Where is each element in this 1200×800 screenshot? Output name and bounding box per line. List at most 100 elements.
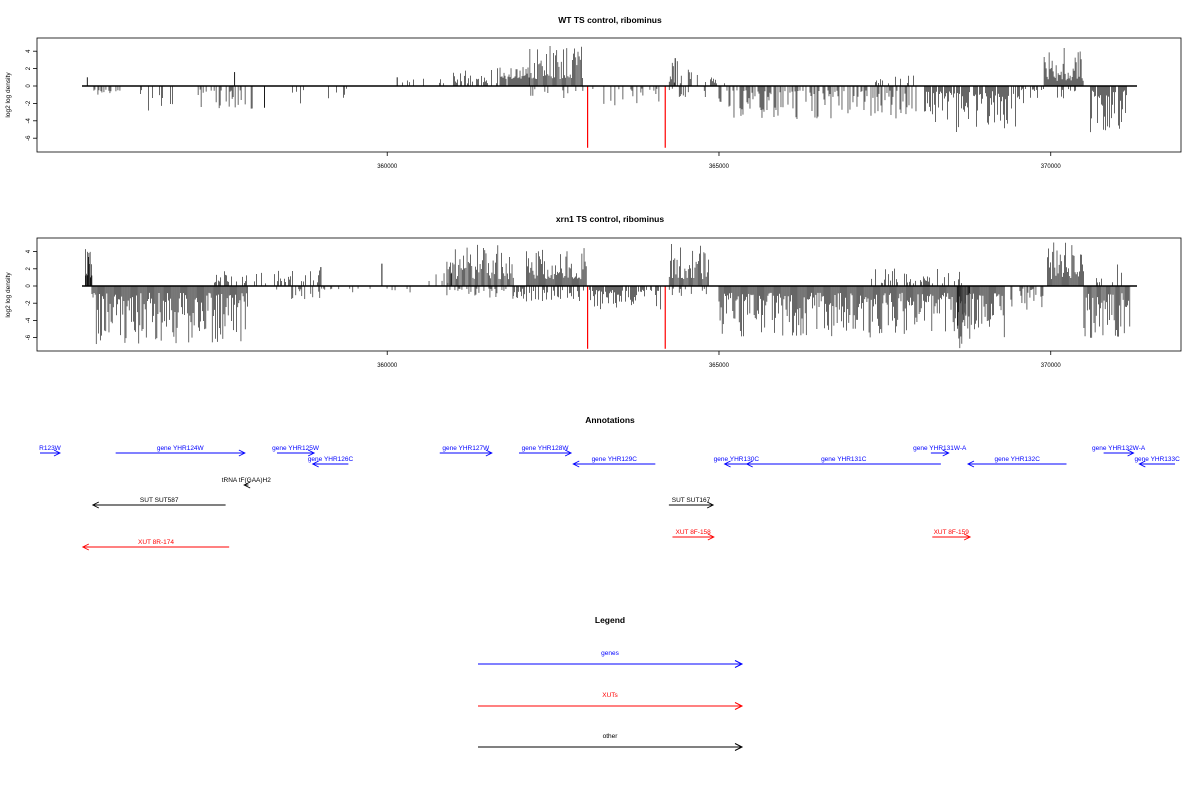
xrn1-density-panel: xrn1 TS control, ribominus log2 log dens… — [5, 214, 1182, 369]
annotation-feature: gene YHR130C — [714, 456, 760, 468]
wt-x-tick-label: 370000 — [1041, 164, 1062, 170]
legend-label: XUTs — [602, 692, 618, 699]
legend-entry: XUTs — [478, 692, 744, 710]
wt-y-tick-label: 4 — [26, 49, 32, 53]
xrn1-y-tick-label: -4 — [26, 317, 32, 323]
annotation-arrowhead — [942, 449, 950, 457]
legend: Legend genes XUTs other — [478, 615, 744, 751]
annotation-arrowhead — [963, 533, 972, 541]
xrn1-y-tick-label: -2 — [26, 300, 32, 306]
wt-y-tick-label: 2 — [26, 66, 32, 70]
annotation-feature: R123W — [39, 445, 62, 457]
annotation-arrowhead — [1138, 460, 1146, 468]
annotation-label: XUT 8R-174 — [138, 539, 174, 546]
xrn1-y-tick-label: 0 — [26, 284, 32, 288]
annotation-features: R123W gene YHR124W gene YHR125W gene YHR126… — [39, 445, 1180, 551]
annotation-label: gene YHR129C — [592, 456, 638, 463]
annotation-arrowhead — [243, 481, 251, 489]
annotation-label: gene YHR131W-A — [913, 445, 967, 452]
annotation-arrowhead — [307, 449, 316, 457]
annotation-arrowhead — [485, 449, 493, 457]
annotation-arrowhead — [91, 501, 100, 509]
annotation-label: gene YHR131C — [821, 456, 867, 463]
annotation-feature: SUT SUT167 — [668, 497, 715, 509]
wt-panel-title: WT TS control, ribominus — [558, 15, 662, 25]
annotation-arrowhead — [707, 533, 715, 541]
annotation-feature: gene YHR127W — [439, 445, 493, 457]
annotation-arrowhead — [572, 460, 580, 468]
annotation-label: gene YHR132C — [995, 456, 1041, 463]
annotations-track: Annotations R123W gene YHR124W gene YHR125… — [39, 415, 1180, 551]
wt-y-tick-label: -6 — [26, 135, 32, 141]
annotation-label: gene YHR133C — [1134, 456, 1180, 463]
legend-entry: other — [478, 733, 744, 751]
annotation-feature: gene YHR132W-A — [1092, 445, 1146, 457]
annotation-label: gene YHR130C — [714, 456, 760, 463]
annotation-arrowhead — [564, 449, 573, 457]
annotation-label: gene YHR132W-A — [1092, 445, 1146, 452]
annotation-feature: gene YHR126C — [308, 456, 354, 468]
wt-y-tick-label: -2 — [26, 100, 32, 106]
annotation-arrowhead — [311, 460, 319, 468]
legend-label: other — [603, 733, 619, 740]
xrn1-panel-title: xrn1 TS control, ribominus — [556, 214, 664, 224]
annotation-feature: XUT 8F-158 — [672, 529, 715, 541]
wt-y-tick-label: 0 — [26, 84, 32, 88]
annotation-label: gene YHR127W — [442, 445, 490, 452]
wt-x-tick-label: 360000 — [377, 164, 398, 170]
annotation-label: gene YHR124W — [157, 445, 205, 452]
xrn1-y-tick-label: 4 — [26, 249, 32, 253]
annotation-arrowhead — [706, 501, 715, 509]
annotation-feature: gene YHR133C — [1134, 456, 1180, 468]
wt-x-tick-label: 365000 — [709, 164, 730, 170]
annotation-feature: gene YHR131W-A — [913, 445, 967, 457]
annotation-feature: gene YHR124W — [115, 445, 246, 457]
annotation-feature: gene YHR132C — [966, 456, 1067, 468]
annotation-label: SUT SUT587 — [140, 497, 179, 504]
annotation-feature: SUT SUT587 — [91, 497, 226, 509]
annotation-arrowhead — [53, 449, 61, 457]
legend-title: Legend — [595, 615, 625, 625]
legend-arrowhead — [734, 743, 744, 751]
annotation-feature: XUT 8F-159 — [932, 529, 972, 541]
xrn1-y-tick-label: -6 — [26, 334, 32, 340]
legend-entries: genes XUTs other — [478, 650, 744, 751]
annotation-arrowhead — [966, 460, 975, 468]
xrn1-x-tick-label: 370000 — [1041, 363, 1062, 369]
annotation-label: XUT 8F-159 — [934, 529, 970, 536]
wt-x-axis: 360000 365000 370000 — [377, 152, 1061, 170]
legend-label: genes — [601, 650, 619, 657]
annotation-label: tRNA tF(GAA)H2 — [222, 477, 272, 484]
wt-highlight-bars — [587, 86, 666, 148]
annotation-feature: gene YHR125W — [272, 445, 320, 457]
annotation-label: R123W — [39, 445, 62, 452]
annotation-label: gene YHR125W — [272, 445, 320, 452]
annotation-label: XUT 8F-158 — [676, 529, 712, 536]
legend-entry: genes — [478, 650, 744, 668]
legend-arrowhead — [734, 702, 744, 710]
xrn1-density-bars — [85, 242, 1131, 349]
annotation-arrowhead — [745, 460, 753, 468]
annotations-title: Annotations — [585, 415, 635, 425]
annotation-arrowhead — [723, 460, 731, 468]
annotation-arrowhead — [238, 449, 246, 457]
wt-y-axis: 4 2 0 -2 -4 -6 — [26, 49, 38, 141]
wt-y-tick-label: -4 — [26, 117, 32, 123]
xrn1-y-axis-label: log2 log density — [5, 272, 12, 318]
xrn1-x-tick-label: 360000 — [377, 363, 398, 369]
xrn1-y-tick-label: 2 — [26, 266, 32, 270]
xrn1-plot-frame — [36, 237, 1182, 352]
annotation-label: gene YHR128W — [522, 445, 570, 452]
legend-arrowhead — [734, 660, 744, 668]
annotation-arrowhead — [81, 543, 90, 551]
annotation-feature: gene YHR129C — [572, 456, 656, 468]
xrn1-highlight-bars — [587, 286, 666, 349]
annotation-arrowhead — [1127, 449, 1135, 457]
xrn1-x-axis: 360000 365000 370000 — [377, 351, 1061, 369]
wt-y-axis-label: log2 log density — [5, 72, 12, 118]
wt-density-panel: WT TS control, ribominus log2 log densit… — [5, 15, 1182, 170]
wt-density-bars — [86, 45, 1127, 133]
annotation-label: gene YHR126C — [308, 456, 354, 463]
xrn1-y-axis: 4 2 0 -2 -4 -6 — [26, 249, 38, 340]
wt-plot-frame — [36, 37, 1182, 153]
